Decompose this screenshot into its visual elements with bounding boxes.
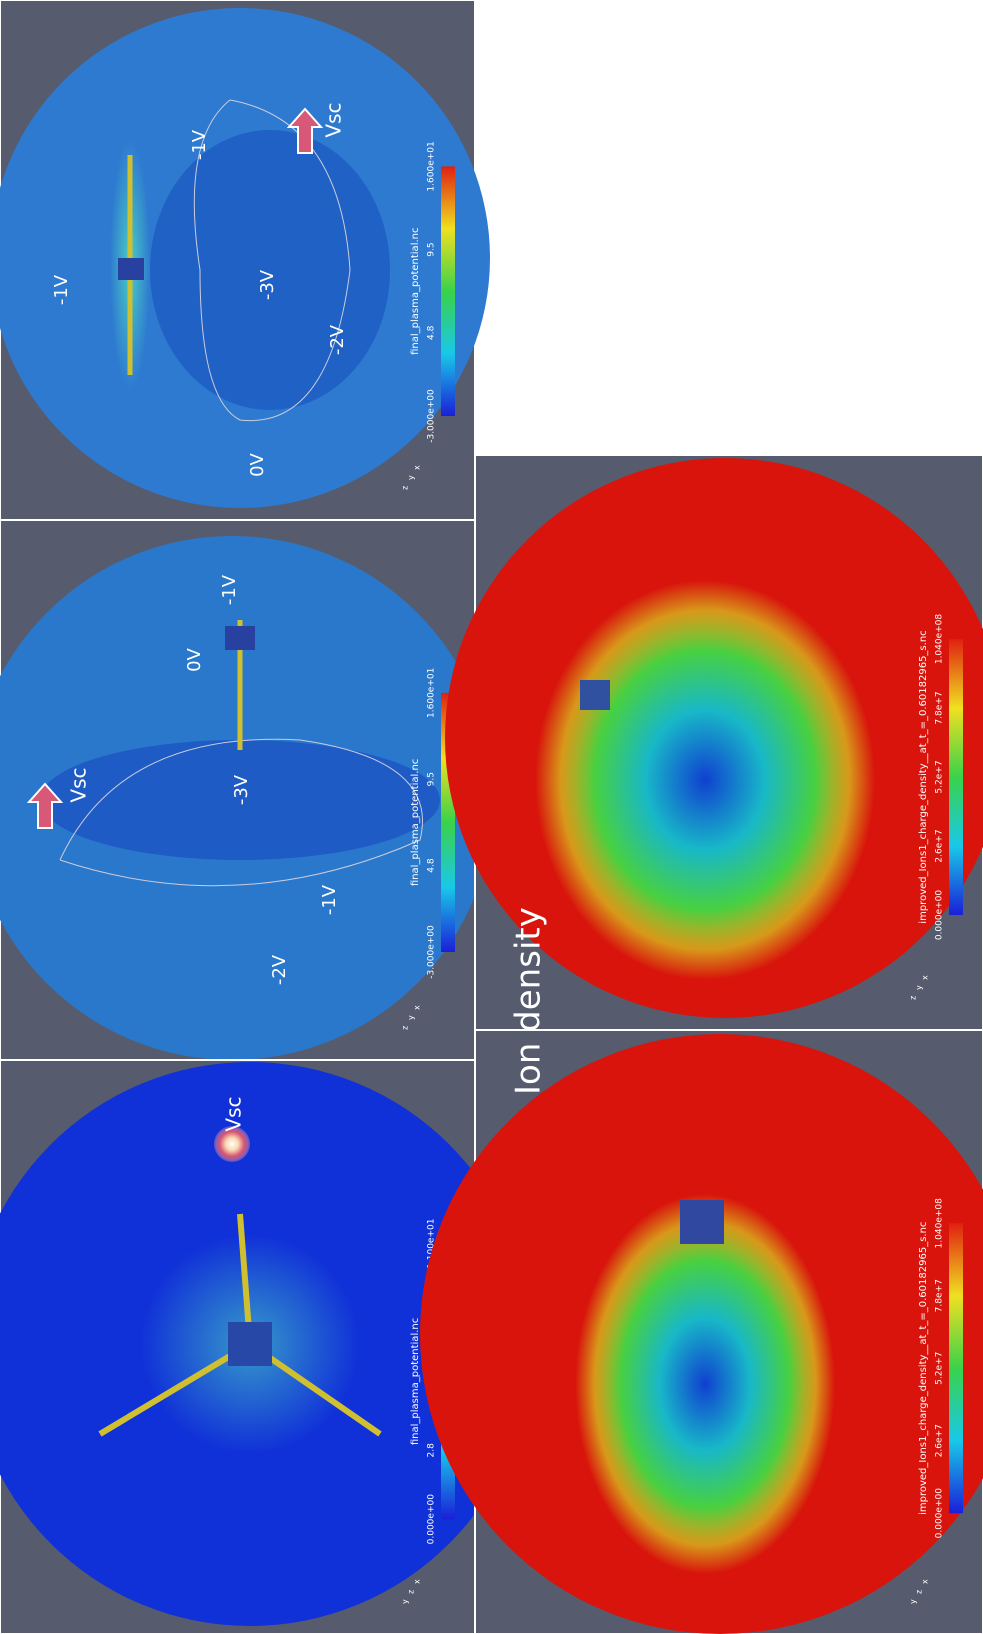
colorbar-tick-label: 4.8 (427, 858, 437, 873)
spacecraft (118, 258, 144, 280)
spacecraft (680, 1200, 724, 1244)
velocity-label: Vsc (67, 767, 91, 802)
colorbar-title: final_plasma_potential.nc (410, 759, 421, 886)
axis-label: y (407, 475, 416, 480)
colorbar-tick-label: 7.8e+7 (935, 1279, 945, 1312)
contour-label: -1V (189, 129, 210, 160)
contour-label: -1V (319, 884, 340, 915)
contour-label: -1V (51, 274, 72, 305)
axis-label: z (401, 486, 410, 490)
colorbar-tick-label: -3.000e+00 (427, 925, 437, 979)
wake (535, 580, 875, 980)
colorbar-title: improved_Ions1_charge_density__at_t_=_0.… (918, 630, 929, 923)
axis-label: x (921, 1579, 930, 1584)
contour-label: 0V (184, 647, 205, 671)
colorbar-tick-label: 0.000e+00 (935, 890, 945, 941)
colorbar (441, 166, 455, 416)
colorbar-title: improved_Ions1_charge_density__at_t_=_0.… (918, 1222, 929, 1515)
figure: -1V -1V -3V -2V 0V Vsc -3.000e+00 4.8 9.5 1.600e+… (0, 0, 983, 1634)
colorbar-tick-label: 2.6e+7 (935, 829, 945, 862)
contour-label: -1V (219, 574, 240, 605)
velocity-label: Vsc (322, 102, 346, 137)
colorbar-tick-label: 1.600e+01 (427, 141, 437, 191)
panel: 0V -1V -3V -2V -1V Vsc -3.000e+00 4.8 9.5 1.600e+… (0, 520, 494, 1060)
colorbar-title: final_plasma_potential.nc (410, 1318, 421, 1445)
spacecraft (225, 626, 255, 650)
colorbar-tick-label: 1.600e+01 (427, 668, 437, 718)
contour-label: 0V (247, 452, 268, 476)
contour-label: -3V (257, 269, 278, 300)
colorbar-tick-label: 0.000e+00 (935, 1488, 945, 1539)
axis-label: z (909, 996, 918, 1000)
colorbar-tick-label: 1.040e+08 (935, 1198, 945, 1249)
spacecraft (228, 1322, 272, 1366)
colorbar-tick-label: 0.000e+00 (427, 1494, 437, 1545)
colorbar-tick-label: 7.8e+7 (935, 691, 945, 724)
colorbar-tick-label: 2.6e+7 (935, 1424, 945, 1457)
axis-label: x (413, 1579, 422, 1584)
colorbar-tick-label: 5.2e+7 (935, 1352, 945, 1385)
panel: 0.000e+00 2.6e+7 5.2e+7 7.8e+7 1.040e+08 impr… (420, 1030, 983, 1634)
colorbar-tick-label: 4.8 (427, 325, 437, 340)
axis-label: y (407, 1015, 416, 1020)
axis-label: x (413, 1005, 422, 1010)
contour-label: -3V (231, 774, 252, 805)
axis-label: x (413, 465, 422, 470)
contour-label: -2V (327, 324, 348, 355)
axis-label: y (915, 985, 924, 990)
panel: -1V -1V -3V -2V 0V Vsc -3.000e+00 4.8 9.5 1.600e+… (0, 0, 490, 520)
colorbar-tick-label: 2.8 (427, 1443, 437, 1458)
figure-label: Ion density (509, 907, 549, 1095)
colorbar (949, 639, 963, 915)
axis-label: y (909, 1599, 918, 1604)
colorbar-title: final_plasma_potential.nc (410, 228, 421, 355)
colorbar (949, 1223, 963, 1513)
axis-label: x (921, 975, 930, 980)
colorbar-tick-label: 1.040e+08 (935, 614, 945, 665)
wake (575, 1194, 835, 1574)
axis-label: z (407, 1590, 416, 1594)
colorbar-tick-label: 9.5 (427, 242, 437, 256)
colorbar-tick-label: 9.5 (427, 772, 437, 786)
axis-label: z (401, 1026, 410, 1030)
colorbar-tick-label: 5.2e+7 (935, 760, 945, 793)
spacecraft (580, 680, 610, 710)
colorbar-tick-label: -3.000e+00 (427, 389, 437, 443)
axis-label: y (401, 1599, 410, 1604)
axis-label: z (915, 1590, 924, 1594)
contour-label: -2V (269, 954, 290, 985)
velocity-label: Vsc (222, 1096, 246, 1131)
